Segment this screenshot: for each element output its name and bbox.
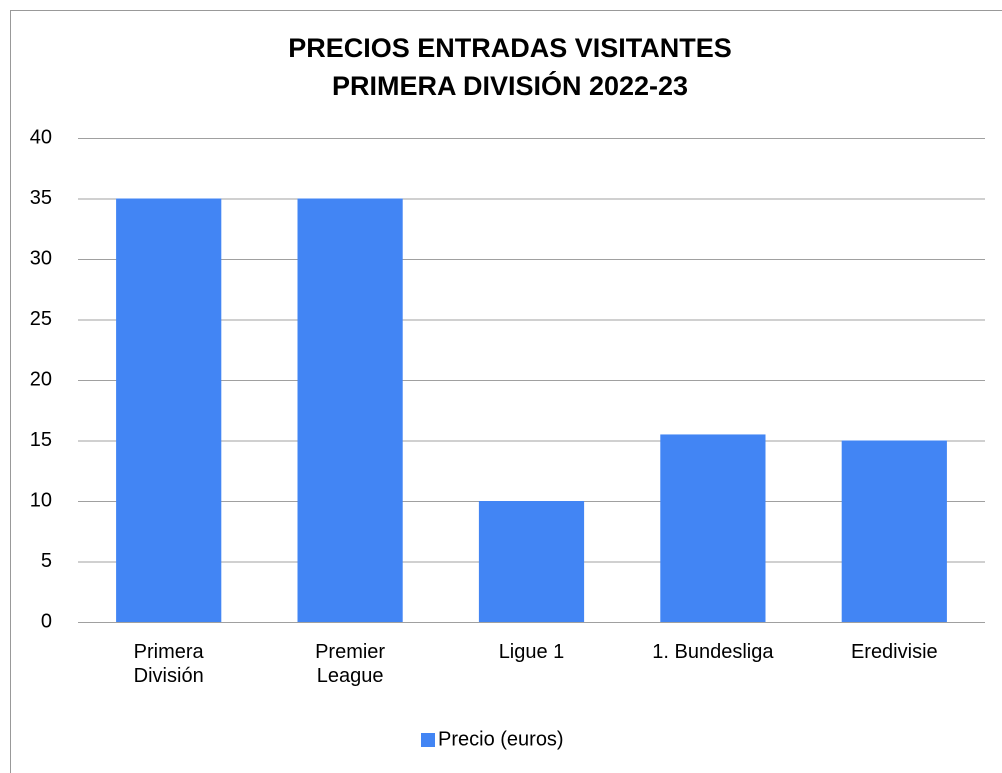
y-tick-label: 25 bbox=[30, 308, 52, 330]
y-tick-label: 35 bbox=[30, 187, 52, 209]
bar bbox=[841, 440, 947, 622]
y-tick-label: 0 bbox=[41, 610, 52, 632]
chart-title: PRECIOS ENTRADAS VISITANTES bbox=[288, 33, 732, 63]
x-tick-label: Premier League bbox=[315, 641, 386, 687]
x-tick-label: Ligue 1 bbox=[498, 641, 565, 663]
y-tick-label: 30 bbox=[30, 247, 52, 269]
chart-subtitle: PRIMERA DIVISIÓN 2022-23 bbox=[332, 70, 688, 101]
legend-label: Precio (euros) bbox=[438, 728, 564, 750]
x-tick-label: Eredivisie bbox=[850, 641, 938, 663]
y-tick-label: 15 bbox=[30, 429, 52, 451]
y-tick-label: 5 bbox=[41, 550, 52, 572]
bar bbox=[297, 198, 403, 622]
y-tick-label: 10 bbox=[30, 489, 52, 511]
bar bbox=[660, 434, 766, 622]
y-tick-label: 20 bbox=[30, 368, 52, 390]
bar bbox=[478, 501, 585, 622]
bar bbox=[116, 198, 222, 622]
legend-swatch bbox=[421, 733, 435, 747]
y-tick-label: 40 bbox=[30, 126, 52, 148]
x-tick-label: 1. Bundesliga bbox=[652, 641, 774, 663]
x-tick-label: Primera División bbox=[133, 641, 204, 687]
